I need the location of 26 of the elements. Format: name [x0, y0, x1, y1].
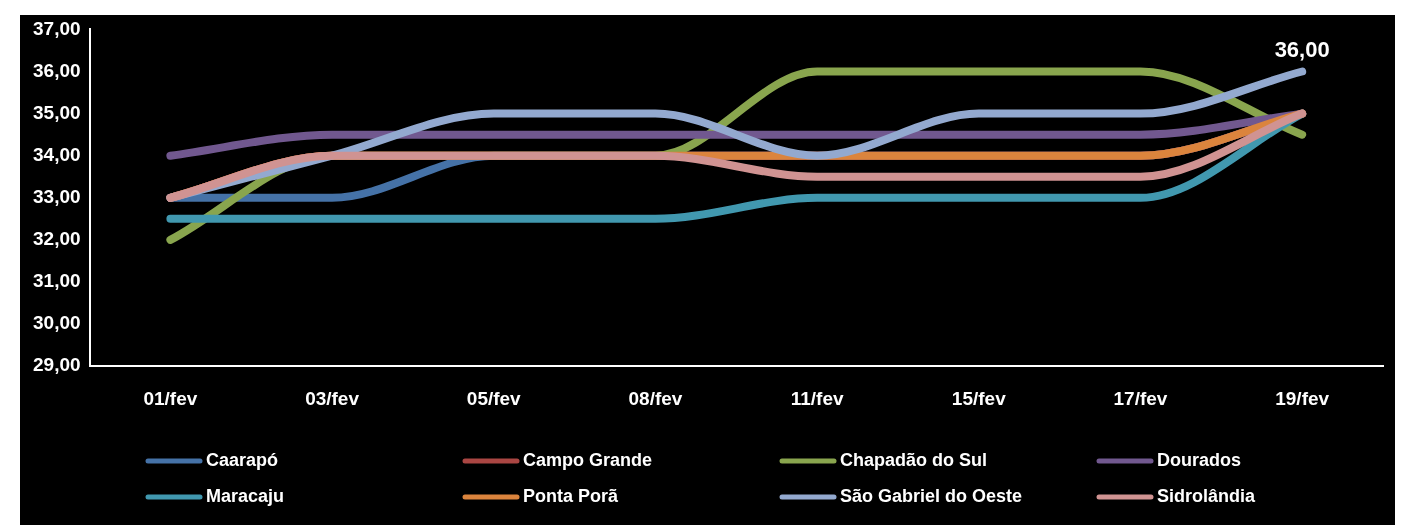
- y-tick-label: 35,00: [33, 101, 81, 123]
- legend-label: Ponta Porã: [523, 485, 620, 506]
- legend-label: Dourados: [1157, 449, 1242, 470]
- legend-label: São Gabriel do Oeste: [840, 485, 1023, 506]
- y-tick-label: 30,00: [33, 312, 81, 334]
- y-tick-label: 31,00: [33, 270, 81, 292]
- x-tick-label: 15/fev: [951, 387, 1007, 409]
- legend-label: Maracaju: [206, 485, 285, 506]
- x-tick-label: 11/fev: [790, 387, 844, 409]
- legend-label: Chapadão do Sul: [840, 449, 988, 470]
- y-tick-label: 34,00: [33, 143, 81, 165]
- data-label: 36,00: [1274, 36, 1330, 62]
- y-tick-label: 37,00: [33, 17, 81, 39]
- legend-label: Sidrolândia: [1157, 485, 1256, 506]
- x-tick-label: 17/fev: [1113, 387, 1168, 409]
- y-tick-label: 36,00: [33, 59, 81, 81]
- x-tick-label: 03/fev: [305, 387, 360, 409]
- x-tick-label: 08/fev: [628, 387, 683, 409]
- x-tick-label: 05/fev: [466, 387, 522, 409]
- x-tick-label: 01/fev: [143, 387, 198, 409]
- x-tick-label: 19/fev: [1275, 387, 1330, 409]
- y-tick-label: 29,00: [33, 354, 81, 376]
- legend-label: Caarapó: [206, 449, 279, 470]
- y-tick-label: 33,00: [33, 186, 81, 208]
- y-tick-label: 32,00: [33, 228, 81, 250]
- legend-label: Campo Grande: [523, 449, 653, 470]
